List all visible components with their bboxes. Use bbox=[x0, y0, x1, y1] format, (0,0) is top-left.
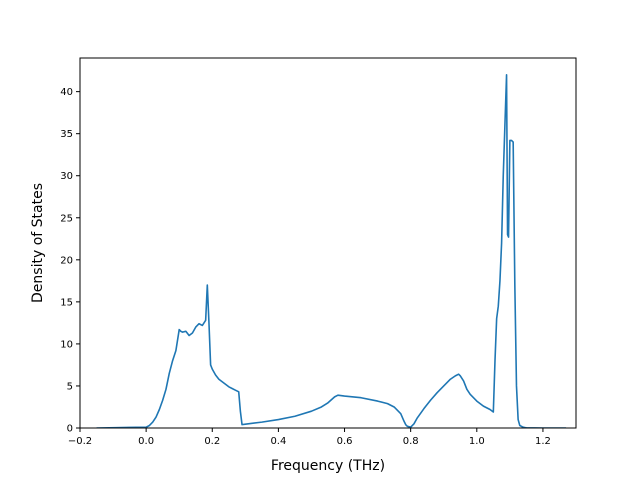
x-tick-label: 0.8 bbox=[403, 436, 419, 447]
x-axis-label: Frequency (THz) bbox=[271, 458, 385, 474]
x-tick-label: 0.2 bbox=[204, 436, 220, 447]
plot-area bbox=[79, 57, 577, 429]
x-tick-label: 0.4 bbox=[270, 436, 286, 447]
y-axis-label: Density of States bbox=[30, 183, 46, 303]
series-line-0 bbox=[96, 74, 567, 428]
x-tick-label: 1.0 bbox=[469, 436, 485, 447]
y-tick-label: 5 bbox=[67, 381, 73, 392]
x-tick-label: 1.2 bbox=[535, 436, 551, 447]
y-tick-label: 20 bbox=[60, 255, 73, 266]
x-tick-label: 0.6 bbox=[337, 436, 353, 447]
y-tick-label: 35 bbox=[60, 129, 73, 140]
x-tick-label: −0.2 bbox=[68, 436, 92, 447]
y-tick-label: 40 bbox=[60, 87, 73, 98]
y-tick-label: 0 bbox=[67, 424, 73, 435]
y-tick-label: 25 bbox=[60, 213, 73, 224]
x-tick-label: 0.0 bbox=[138, 436, 154, 447]
y-axis: 0 5 10 15 20 25 30 35 40 bbox=[60, 87, 80, 435]
x-axis: −0.2 0.0 0.2 0.4 0.6 0.8 1.0 1.2 bbox=[68, 428, 551, 447]
y-tick-label: 10 bbox=[60, 339, 73, 350]
axes-frame bbox=[79, 57, 577, 429]
y-tick-label: 30 bbox=[60, 171, 73, 182]
y-tick-label: 15 bbox=[60, 297, 73, 308]
